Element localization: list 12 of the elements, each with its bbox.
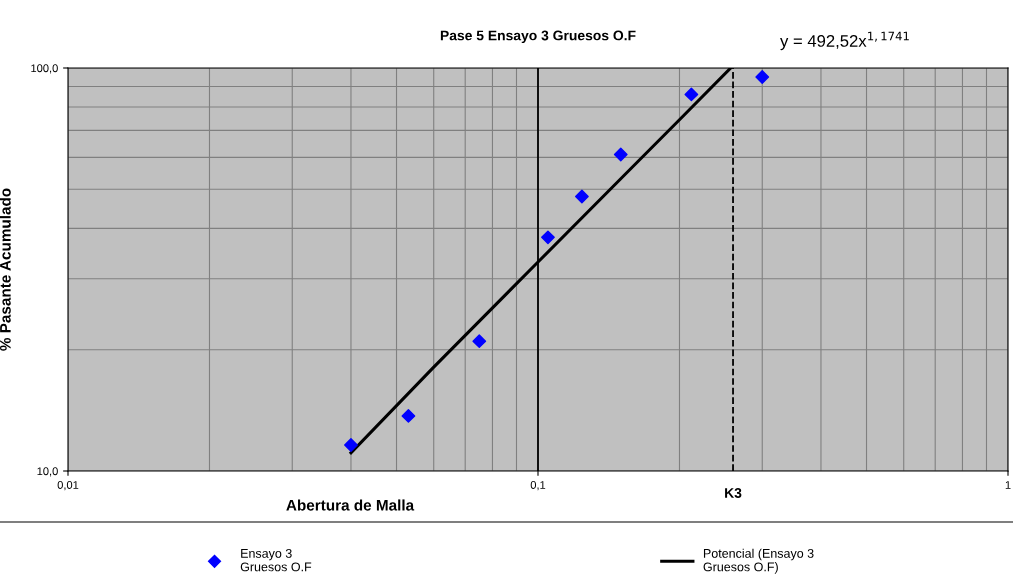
y-tick-label: 10,0 xyxy=(37,467,58,477)
ref-line-label: K3 xyxy=(725,488,742,498)
legend-label: Ensayo 3 Gruesos O.F xyxy=(240,548,312,572)
x-tick-label: 0,01 xyxy=(57,481,79,491)
y-tick-label: 100,0 xyxy=(31,64,58,74)
x-tick-label: 0,1 xyxy=(530,481,546,491)
x-axis-title: Abertura de Malla xyxy=(286,499,415,511)
text: y = 492,52x$^{1,1741}$ xyxy=(780,31,909,51)
x-tick-label: 1 xyxy=(1005,481,1011,489)
chart-title: Pase 5 Ensayo 3 Gruesos O.F xyxy=(440,30,636,44)
y-axis-title: % Pasante Acumulado xyxy=(0,188,11,351)
legend-label: Potencial (Ensayo 3 Gruesos O.F) xyxy=(703,548,814,574)
